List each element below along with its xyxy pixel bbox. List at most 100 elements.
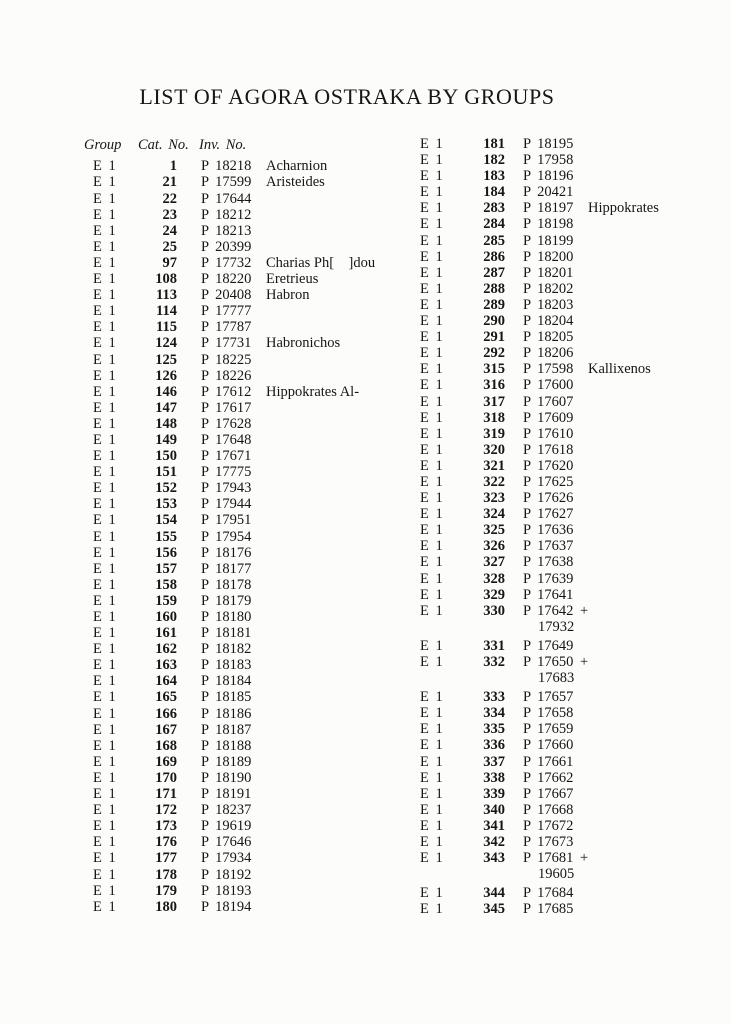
cat-no-cell: 319 (483, 425, 505, 442)
table-row: E 1 113 P 20408 Habron (84, 287, 375, 303)
table-row: E 1 124 P 17731 Habronichos (84, 335, 375, 351)
table-row: E 1 284 P 18198 (420, 216, 659, 232)
inv-no-cell: P 18218 (201, 158, 252, 175)
inv-no-cell: P 17787 (201, 319, 252, 336)
inv-continuation-row: 19605 (420, 866, 659, 882)
table-row: E 1 126 P 18226 (84, 368, 375, 384)
name-cell: Hippokrates (588, 200, 659, 217)
table-row: E 1 148 P 17628 (84, 416, 375, 432)
inv-no-cell: P 17731 (201, 335, 252, 352)
table-row: E 1 22 P 17644 (84, 191, 375, 207)
cat-no-cell: 154 (155, 512, 177, 529)
cat-no-cell: 22 (162, 190, 178, 207)
group-cell: E 1 (93, 319, 116, 336)
table-row: E 1 330 P 17642 + (420, 603, 659, 619)
inv-no-cell: P 17607 (523, 393, 574, 410)
inv-no-cell: P 18205 (523, 329, 574, 346)
table-row: E 1 152 P 17943 (84, 480, 375, 496)
group-cell: E 1 (420, 801, 443, 818)
table-row: E 1 162 P 18182 (84, 641, 375, 657)
group-cell: E 1 (93, 335, 116, 352)
cat-no-cell: 321 (483, 457, 505, 474)
cat-no-cell: 325 (483, 522, 505, 539)
group-cell: E 1 (420, 637, 443, 654)
table-row: E 1 157 P 18177 (84, 561, 375, 577)
cat-no-cell: 173 (155, 818, 177, 835)
table-row: E 1 288 P 18202 (420, 281, 659, 297)
inv-no-cell: P 17642 + (523, 602, 589, 619)
inv-no-cell: P 17681 + (523, 850, 589, 867)
group-cell: E 1 (93, 206, 116, 223)
group-cell: E 1 (420, 264, 443, 281)
group-cell: E 1 (420, 216, 443, 233)
cat-no-cell: 159 (155, 592, 177, 609)
cat-no-cell: 287 (483, 264, 505, 281)
inv-continuation-row: 17683 (420, 670, 659, 686)
inv-no-cell: P 18192 (201, 866, 252, 883)
group-cell: E 1 (93, 609, 116, 626)
table-row: E 1 173 P 19619 (84, 818, 375, 834)
group-cell: E 1 (93, 351, 116, 368)
cat-no-cell: 332 (483, 654, 505, 670)
inv-no-cell: P 17628 (201, 415, 252, 432)
inv-no-cell: P 18187 (201, 721, 252, 738)
group-cell: E 1 (93, 190, 116, 207)
table-row: E 1 340 P 17668 (420, 802, 659, 818)
inv-no-cell: P 18182 (201, 641, 252, 658)
group-cell: E 1 (420, 901, 443, 918)
cat-no-cell: 326 (483, 538, 505, 555)
cat-no-cell: 176 (155, 834, 177, 851)
cat-no-cell: 345 (483, 901, 505, 918)
table-row: E 1 329 P 17641 (420, 587, 659, 603)
table-row: E 1 322 P 17625 (420, 474, 659, 490)
group-cell: E 1 (420, 602, 443, 619)
group-cell: E 1 (420, 248, 443, 265)
group-cell: E 1 (93, 238, 116, 255)
group-cell: E 1 (420, 689, 443, 706)
group-cell: E 1 (93, 866, 116, 883)
inv-no-cell: P 17775 (201, 464, 252, 481)
inv-no-cell: P 17954 (201, 528, 252, 545)
group-cell: E 1 (420, 885, 443, 902)
cat-no-cell: 284 (483, 216, 505, 233)
table-row: E 1 324 P 17627 (420, 506, 659, 522)
group-cell: E 1 (93, 222, 116, 239)
table-row: E 1 154 P 17951 (84, 512, 375, 528)
cat-no-cell: 156 (155, 544, 177, 561)
cat-no-cell: 155 (155, 528, 177, 545)
inv-no-cell: P 18180 (201, 609, 252, 626)
group-cell: E 1 (420, 441, 443, 458)
group-cell: E 1 (420, 785, 443, 802)
cat-no-cell: 181 (483, 136, 505, 152)
cat-no-cell: 179 (155, 882, 177, 899)
group-cell: E 1 (93, 174, 116, 191)
table-row: E 1 146 P 17612 Hippokrates Al- (84, 384, 375, 400)
group-cell: E 1 (420, 834, 443, 851)
group-cell: E 1 (420, 705, 443, 722)
cat-no-cell: 172 (155, 802, 177, 819)
group-cell: E 1 (93, 753, 116, 770)
inv-no-cell: P 18188 (201, 737, 252, 754)
cat-no-cell: 24 (162, 222, 178, 239)
group-cell: E 1 (420, 753, 443, 770)
inv-no-cell: P 17600 (523, 377, 574, 394)
group-cell: E 1 (93, 641, 116, 658)
cat-no-cell: 178 (155, 866, 177, 883)
table-row: E 1 147 P 17617 (84, 400, 375, 416)
name-cell: Hippokrates Al- (266, 383, 360, 400)
cat-no-cell: 114 (156, 303, 177, 320)
cat-no-cell: 328 (483, 570, 505, 587)
group-cell: E 1 (93, 271, 116, 288)
group-cell: E 1 (93, 496, 116, 513)
group-cell: E 1 (93, 834, 116, 851)
inv-no-cell: P 17660 (523, 737, 574, 754)
inv-no-cell: P 18183 (201, 657, 252, 674)
inv-no-cell: P 19619 (201, 818, 252, 835)
inv-no-cell: P 17599 (201, 174, 252, 191)
right-column: E 1 181 P 18195 E 1 182 P 17958 E 1 183 … (420, 136, 659, 918)
group-cell: E 1 (93, 560, 116, 577)
table-row: E 1 153 P 17944 (84, 496, 375, 512)
table-row: E 1 290 P 18204 (420, 313, 659, 329)
cat-no-cell: 177 (155, 850, 177, 867)
table-row: E 1 181 P 18195 (420, 136, 659, 152)
